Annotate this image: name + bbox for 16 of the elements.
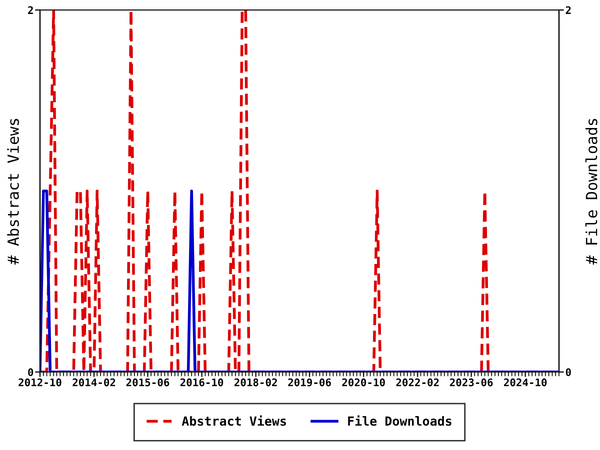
- legend-label: File Downloads: [348, 415, 452, 426]
- y2-tick-label: 2: [566, 6, 571, 14]
- y2-axis-title: # File Downloads: [585, 118, 598, 265]
- x-tick-label: 2018-02: [234, 378, 277, 386]
- y-axis-title: # Abstract Views: [7, 118, 19, 265]
- x-tick-label: 2024-10: [504, 378, 547, 386]
- legend-label: Abstract Views: [182, 415, 286, 426]
- x-tick-label: 2012-10: [18, 378, 62, 386]
- x-tick-label: 2015-06: [126, 378, 170, 386]
- x-tick-label: 2022-02: [396, 378, 439, 386]
- x-tick-label: 2023-06: [450, 378, 493, 386]
- x-tick-label: 2016-10: [180, 378, 224, 386]
- x-tick-label: 2019-06: [288, 378, 331, 386]
- y2-tick-label: 0: [566, 368, 571, 376]
- x-tick-label: 2014-02: [72, 378, 116, 386]
- x-tick-label: 2020-10: [342, 378, 385, 386]
